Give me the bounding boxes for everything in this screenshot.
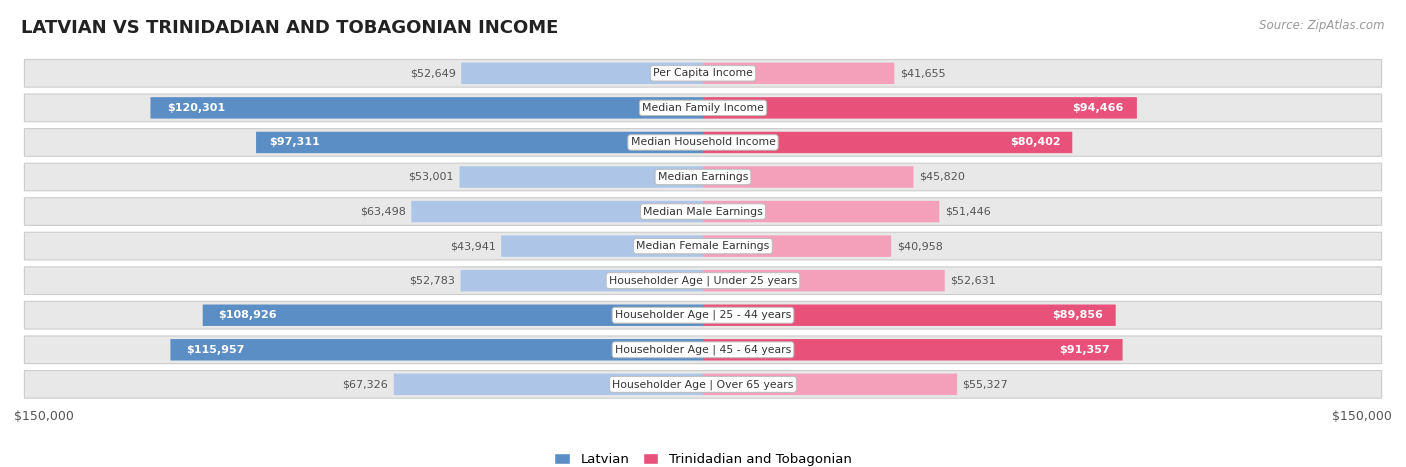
Text: Per Capita Income: Per Capita Income [652,68,754,78]
Text: Median Household Income: Median Household Income [630,137,776,148]
Text: Median Male Earnings: Median Male Earnings [643,206,763,217]
FancyBboxPatch shape [703,63,894,84]
Text: $150,000: $150,000 [1331,410,1392,423]
Text: Source: ZipAtlas.com: Source: ZipAtlas.com [1260,19,1385,32]
Text: $55,327: $55,327 [963,379,1008,389]
Text: $51,446: $51,446 [945,206,991,217]
FancyBboxPatch shape [24,94,1382,122]
Text: $63,498: $63,498 [360,206,406,217]
FancyBboxPatch shape [703,166,914,188]
Text: $115,957: $115,957 [187,345,245,355]
FancyBboxPatch shape [24,336,1382,364]
FancyBboxPatch shape [24,198,1382,226]
Text: $120,301: $120,301 [167,103,225,113]
Text: Median Earnings: Median Earnings [658,172,748,182]
FancyBboxPatch shape [256,132,703,153]
FancyBboxPatch shape [703,374,957,395]
Text: Householder Age | Under 25 years: Householder Age | Under 25 years [609,276,797,286]
Text: Householder Age | Over 65 years: Householder Age | Over 65 years [612,379,794,389]
FancyBboxPatch shape [150,97,703,119]
FancyBboxPatch shape [703,235,891,257]
FancyBboxPatch shape [24,232,1382,260]
Text: Householder Age | 25 - 44 years: Householder Age | 25 - 44 years [614,310,792,320]
FancyBboxPatch shape [394,374,703,395]
FancyBboxPatch shape [703,97,1137,119]
FancyBboxPatch shape [501,235,703,257]
FancyBboxPatch shape [461,63,703,84]
Text: $80,402: $80,402 [1011,137,1062,148]
Text: $91,357: $91,357 [1059,345,1109,355]
Text: $41,655: $41,655 [900,68,945,78]
Text: $40,958: $40,958 [897,241,942,251]
Text: $67,326: $67,326 [343,379,388,389]
FancyBboxPatch shape [703,132,1073,153]
Text: $108,926: $108,926 [218,310,277,320]
FancyBboxPatch shape [202,304,703,326]
FancyBboxPatch shape [460,166,703,188]
FancyBboxPatch shape [24,267,1382,295]
Text: Householder Age | 45 - 64 years: Householder Age | 45 - 64 years [614,345,792,355]
Text: $97,311: $97,311 [270,137,321,148]
FancyBboxPatch shape [703,270,945,291]
FancyBboxPatch shape [412,201,703,222]
Text: $45,820: $45,820 [920,172,965,182]
Text: $43,941: $43,941 [450,241,496,251]
Legend: Latvian, Trinidadian and Tobagonian: Latvian, Trinidadian and Tobagonian [548,447,858,467]
Text: Median Female Earnings: Median Female Earnings [637,241,769,251]
FancyBboxPatch shape [24,128,1382,156]
FancyBboxPatch shape [170,339,703,361]
FancyBboxPatch shape [24,59,1382,87]
Text: $53,001: $53,001 [409,172,454,182]
Text: $89,856: $89,856 [1053,310,1104,320]
Text: $52,649: $52,649 [409,68,456,78]
FancyBboxPatch shape [461,270,703,291]
Text: $52,783: $52,783 [409,276,456,286]
Text: $94,466: $94,466 [1073,103,1123,113]
FancyBboxPatch shape [703,339,1122,361]
Text: Median Family Income: Median Family Income [643,103,763,113]
Text: $52,631: $52,631 [950,276,995,286]
Text: $150,000: $150,000 [14,410,75,423]
FancyBboxPatch shape [24,163,1382,191]
FancyBboxPatch shape [24,370,1382,398]
Text: LATVIAN VS TRINIDADIAN AND TOBAGONIAN INCOME: LATVIAN VS TRINIDADIAN AND TOBAGONIAN IN… [21,19,558,37]
FancyBboxPatch shape [703,201,939,222]
FancyBboxPatch shape [24,301,1382,329]
FancyBboxPatch shape [703,304,1116,326]
